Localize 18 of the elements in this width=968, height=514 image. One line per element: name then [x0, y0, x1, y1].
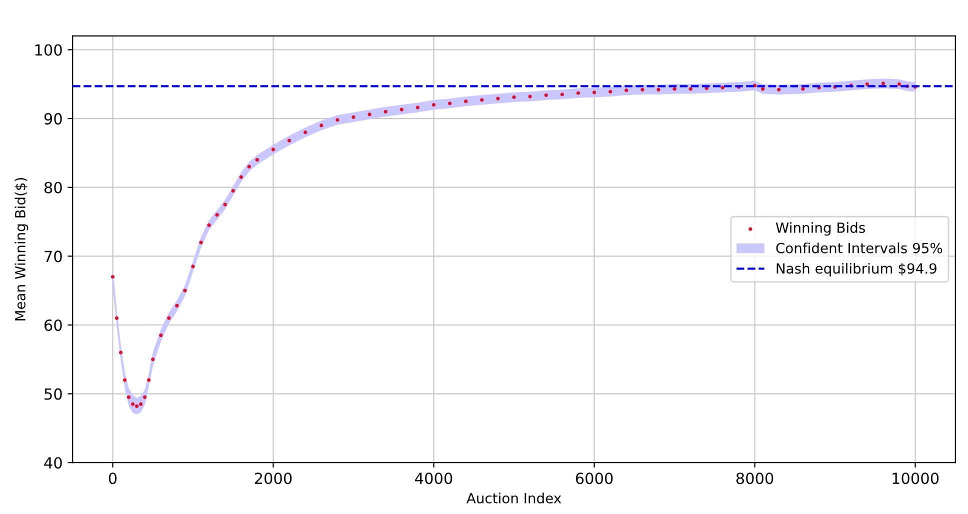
y-tick-label: 40 — [44, 457, 62, 469]
x-axis-title: Auction Index — [466, 492, 562, 504]
x-tick-label: 8000 — [736, 472, 774, 484]
x-tick-label: 6000 — [576, 472, 613, 484]
y-axis-title: Mean Winning Bid($) — [14, 178, 28, 320]
x-tick-label: 10000 — [892, 472, 939, 484]
y-tick-label: 80 — [44, 182, 62, 194]
x-tick-label: 4000 — [415, 472, 452, 484]
x-tick-label: 0 — [108, 472, 117, 484]
y-tick-label: 90 — [44, 113, 62, 125]
y-tick-label: 70 — [44, 250, 62, 262]
y-tick-label: 60 — [44, 319, 62, 331]
y-tick-label: 100 — [35, 44, 62, 56]
legend-label: Nash equilibrium $94.9 — [776, 262, 936, 276]
x-tick-label: 2000 — [254, 472, 292, 484]
legend-label: Winning Bids — [776, 222, 865, 236]
annotation: Confident Intervals 95% — [776, 242, 942, 254]
y-tick-label: 50 — [44, 388, 62, 400]
